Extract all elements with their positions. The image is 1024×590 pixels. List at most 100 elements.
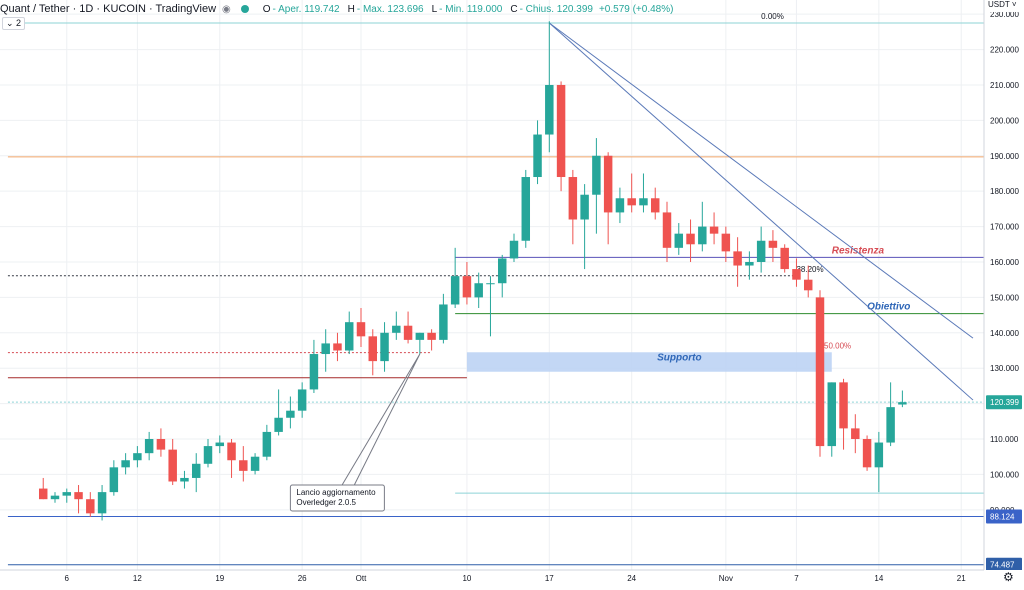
open-value: - Aper. 119.742 — [272, 3, 340, 15]
candle-body — [239, 460, 248, 471]
support-zone-label: Supporto — [657, 352, 701, 363]
candle-body — [898, 402, 907, 405]
trend-line — [548, 22, 974, 401]
annotation-box — [289, 484, 385, 512]
candle-body — [203, 446, 213, 464]
candle-body — [321, 343, 330, 355]
candle-body — [297, 389, 307, 411]
candle-body — [439, 304, 448, 340]
level-label: 38.20% — [796, 265, 823, 274]
candle-body — [215, 442, 225, 447]
candle-body — [733, 251, 742, 266]
time-tick-label: Ott — [356, 574, 367, 583]
candle-body — [450, 276, 460, 305]
candle-body — [580, 194, 589, 220]
candle-body — [662, 212, 672, 248]
price-tick-label: 100.000 — [990, 470, 1019, 479]
gear-icon[interactable]: ⚙ — [1003, 570, 1014, 584]
candle-body — [768, 240, 778, 248]
chart-legend: Quant / Tether · 1D · KUCOIN · TradingVi… — [0, 2, 673, 16]
low-label: L — [431, 3, 438, 15]
close-value: - Chius. 120.399 — [519, 3, 593, 15]
price-badge — [986, 557, 1022, 572]
candle-body — [862, 439, 872, 468]
price-badge — [986, 509, 1022, 524]
price-axis — [984, 0, 1024, 585]
candle-body — [792, 269, 801, 280]
candle-body — [803, 279, 813, 291]
eye-icon[interactable]: ◉ — [222, 3, 231, 15]
candle-body — [97, 492, 107, 514]
high-value: - Max. 123.696 — [356, 3, 424, 15]
candle-body — [262, 431, 272, 457]
candle-body — [144, 439, 154, 454]
status-dot — [240, 5, 249, 13]
candle-body — [497, 258, 507, 284]
price-tick-label: 130.000 — [990, 364, 1019, 373]
candle-body — [274, 417, 283, 432]
candle-body — [639, 198, 648, 206]
price-tick-label: 220.000 — [990, 46, 1019, 55]
candle-body — [556, 84, 566, 178]
candle-body — [721, 233, 731, 252]
currency-selector[interactable]: USDT ˅ — [988, 0, 1024, 12]
candle-body — [227, 442, 236, 461]
candle-body — [839, 382, 848, 429]
candle-body — [62, 492, 72, 496]
candle-body — [333, 343, 342, 351]
price-tick-label: 140.000 — [990, 329, 1019, 338]
candle-body — [780, 247, 789, 270]
fib-level-label: 50.00% — [824, 342, 851, 351]
candle-body — [380, 332, 389, 362]
time-tick-label: 6 — [65, 574, 70, 583]
price-badge — [986, 395, 1022, 410]
time-tick-label: 10 — [462, 574, 471, 583]
level-label: Resistenza — [832, 245, 885, 256]
time-tick-label: 12 — [133, 574, 142, 583]
price-badge-label: 74.487 — [990, 561, 1015, 570]
candle-body — [698, 226, 707, 245]
symbol-title[interactable]: Quant / Tether · 1D · KUCOIN · TradingVi… — [0, 3, 217, 15]
candle-body — [709, 226, 719, 234]
annotation-text: Overledger 2.0.5 — [296, 498, 356, 507]
candle-body — [745, 261, 754, 266]
candle-body — [592, 155, 601, 195]
open-label: O — [262, 3, 271, 15]
time-tick-label: 24 — [627, 574, 636, 583]
candle-body — [568, 177, 578, 220]
price-badge-label: 120.399 — [990, 398, 1019, 407]
candle-body — [603, 155, 613, 213]
candle-body — [462, 276, 472, 298]
price-tick-label: 180.000 — [990, 187, 1019, 196]
price-tick-label: 190.000 — [990, 152, 1019, 161]
candle-body — [309, 354, 319, 390]
candle-body — [509, 240, 519, 259]
price-tick-label: 200.000 — [990, 116, 1019, 125]
candle-body — [156, 439, 166, 450]
price-tick-label: 160.000 — [990, 258, 1019, 267]
candle-body — [168, 449, 177, 482]
candle-body — [50, 495, 60, 500]
candle-body — [545, 84, 554, 135]
time-tick-label: 7 — [794, 574, 799, 583]
time-tick-label: 26 — [298, 574, 307, 583]
candle-body — [38, 488, 48, 500]
candle-body — [368, 336, 378, 362]
low-value: - Min. 119.000 — [439, 3, 503, 15]
candle-body — [133, 453, 142, 461]
support-zone — [466, 352, 832, 372]
candle-body — [627, 198, 636, 206]
indicator-collapse-button[interactable]: ⌄ 2 — [2, 17, 26, 30]
candle-body — [874, 442, 884, 468]
candle-body — [427, 332, 436, 340]
candle-body — [474, 283, 483, 298]
candle-body — [286, 410, 295, 418]
candle-body — [109, 467, 119, 493]
candle-body — [250, 456, 260, 471]
price-tick-label: 170.000 — [990, 223, 1019, 232]
candle-body — [356, 322, 366, 337]
time-tick-label: Nov — [719, 574, 733, 583]
time-tick-label: 14 — [874, 574, 883, 583]
